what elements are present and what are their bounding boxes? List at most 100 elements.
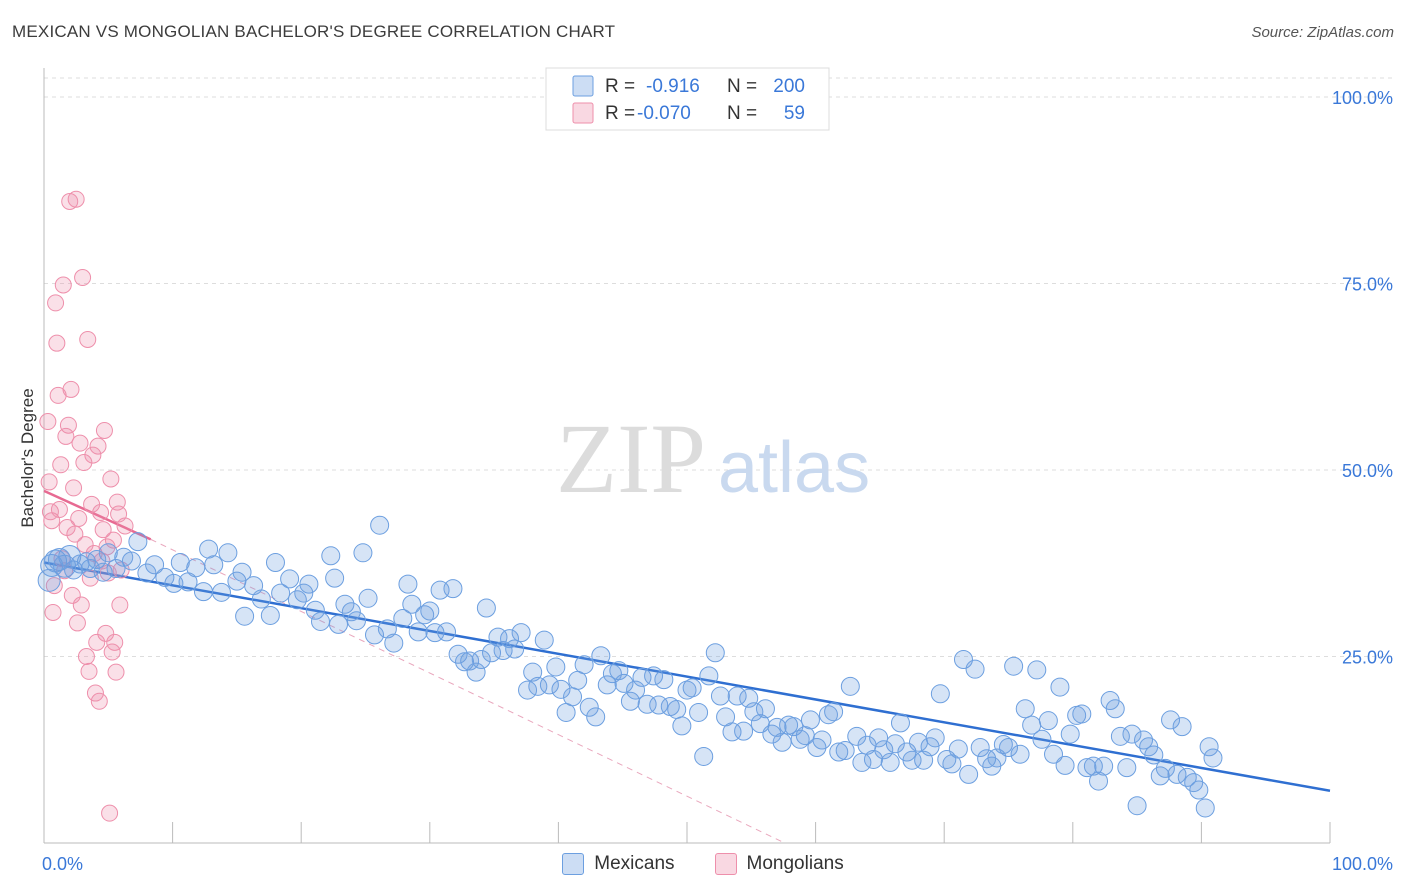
legend-item-mongolians: Mongolians	[714, 853, 844, 875]
legend-swatch-pink	[714, 853, 737, 875]
mexican-point	[677, 680, 697, 700]
mongolian-point	[89, 437, 107, 455]
mongolian-point	[59, 416, 77, 434]
mexican-point	[694, 746, 714, 766]
mexican-point	[790, 729, 810, 749]
mexican-point	[377, 619, 397, 639]
mexicans-trend-line	[43, 561, 1331, 793]
stats-r-value: -0.916	[646, 76, 700, 97]
mexican-point	[251, 589, 271, 609]
mexican-point	[137, 563, 157, 583]
mexican-point	[271, 583, 291, 603]
mongolian-point	[71, 434, 89, 452]
mexican-point	[1177, 767, 1197, 787]
stats-swatch-blue	[572, 75, 594, 97]
mexican-point	[1172, 717, 1192, 737]
mexican-point	[211, 582, 231, 602]
mexican-point	[121, 551, 141, 571]
mexican-point	[1110, 726, 1130, 746]
mexican-point	[523, 662, 543, 682]
mexican-point	[370, 515, 390, 535]
stats-n-value: 200	[773, 76, 805, 97]
trend-lines	[43, 489, 1331, 844]
mongolian-point	[66, 525, 84, 543]
x-tick-labels: 0.0% 100.0%	[42, 854, 1393, 874]
mexican-point	[930, 684, 950, 704]
mongolian-point	[79, 330, 97, 348]
stats-legend: R = -0.916 N = 200 R = -0.070 N = 59	[545, 67, 830, 131]
stats-n-label: N =	[727, 103, 757, 124]
mongolian-point	[97, 624, 115, 642]
mexican-point	[280, 569, 300, 589]
stats-n-value: 59	[784, 103, 805, 124]
stats-swatch-pink	[572, 102, 594, 124]
mexican-point	[341, 602, 361, 622]
legend-swatch-blue	[562, 853, 585, 875]
mexican-point	[551, 679, 571, 699]
mexican-point	[959, 764, 979, 784]
mexican-point	[586, 707, 606, 727]
mexican-point	[1195, 798, 1215, 818]
mexican-point	[999, 738, 1018, 758]
mexican-point	[970, 738, 990, 758]
mexican-point	[193, 582, 213, 602]
mexican-point	[1004, 656, 1024, 676]
mexican-point	[448, 644, 468, 664]
mexican-point	[294, 583, 314, 603]
mongolian-point	[92, 504, 110, 522]
mexican-point	[310, 611, 330, 631]
stats-r-value: -0.070	[637, 103, 691, 124]
mexican-point	[546, 657, 566, 677]
mexican-point	[835, 740, 855, 760]
mongolian-point	[90, 692, 108, 710]
mexican-point	[1027, 660, 1047, 680]
mexican-point	[539, 675, 559, 695]
mexican-point	[93, 562, 113, 582]
mexican-point	[689, 702, 709, 722]
mexican-point	[1094, 756, 1114, 776]
mexican-point	[1127, 796, 1147, 816]
mexican-point	[1077, 758, 1097, 778]
stats-n-label: N =	[727, 76, 757, 97]
mexican-point	[1032, 729, 1052, 749]
mexican-point	[466, 662, 486, 682]
mexican-point	[1044, 744, 1064, 764]
mongolian-point	[52, 456, 70, 474]
mexican-point	[579, 697, 599, 717]
y-tick-label: 100.0%	[1332, 88, 1393, 108]
mexican-point	[443, 579, 463, 599]
mexican-point	[620, 691, 640, 711]
mexican-point	[358, 588, 378, 608]
mexican-point	[699, 666, 719, 686]
mongolian-point	[107, 663, 125, 681]
mongolian-point	[80, 662, 98, 680]
mexican-point	[58, 545, 82, 569]
mongolian-point	[45, 577, 63, 595]
mexican-point	[408, 622, 428, 642]
mexican-point	[667, 699, 687, 719]
mexican-point	[644, 666, 664, 686]
mexican-point	[265, 553, 285, 573]
y-axis-label: Bachelor's Degree	[18, 388, 37, 527]
mexican-point	[420, 601, 440, 621]
legend-label: Mexicans	[594, 853, 675, 874]
mexican-point	[744, 702, 764, 722]
mongolian-point	[61, 192, 79, 210]
y-tick-labels: 100.0% 75.0% 50.0% 25.0%	[1332, 88, 1393, 668]
mongolian-point	[65, 479, 83, 497]
mongolian-point	[106, 633, 124, 651]
mexican-point	[869, 728, 889, 748]
mexican-point	[1089, 771, 1109, 791]
mexican-point	[767, 717, 787, 737]
mexican-point	[880, 752, 900, 772]
mexican-point	[235, 606, 255, 626]
mexican-point	[734, 721, 754, 741]
mexican-point	[299, 574, 319, 594]
mexican-point	[87, 550, 107, 570]
mexican-point	[925, 728, 945, 748]
mongolian-point	[101, 804, 119, 822]
mexican-point	[812, 730, 832, 750]
mexican-point	[305, 600, 325, 620]
mexican-point	[164, 573, 184, 593]
